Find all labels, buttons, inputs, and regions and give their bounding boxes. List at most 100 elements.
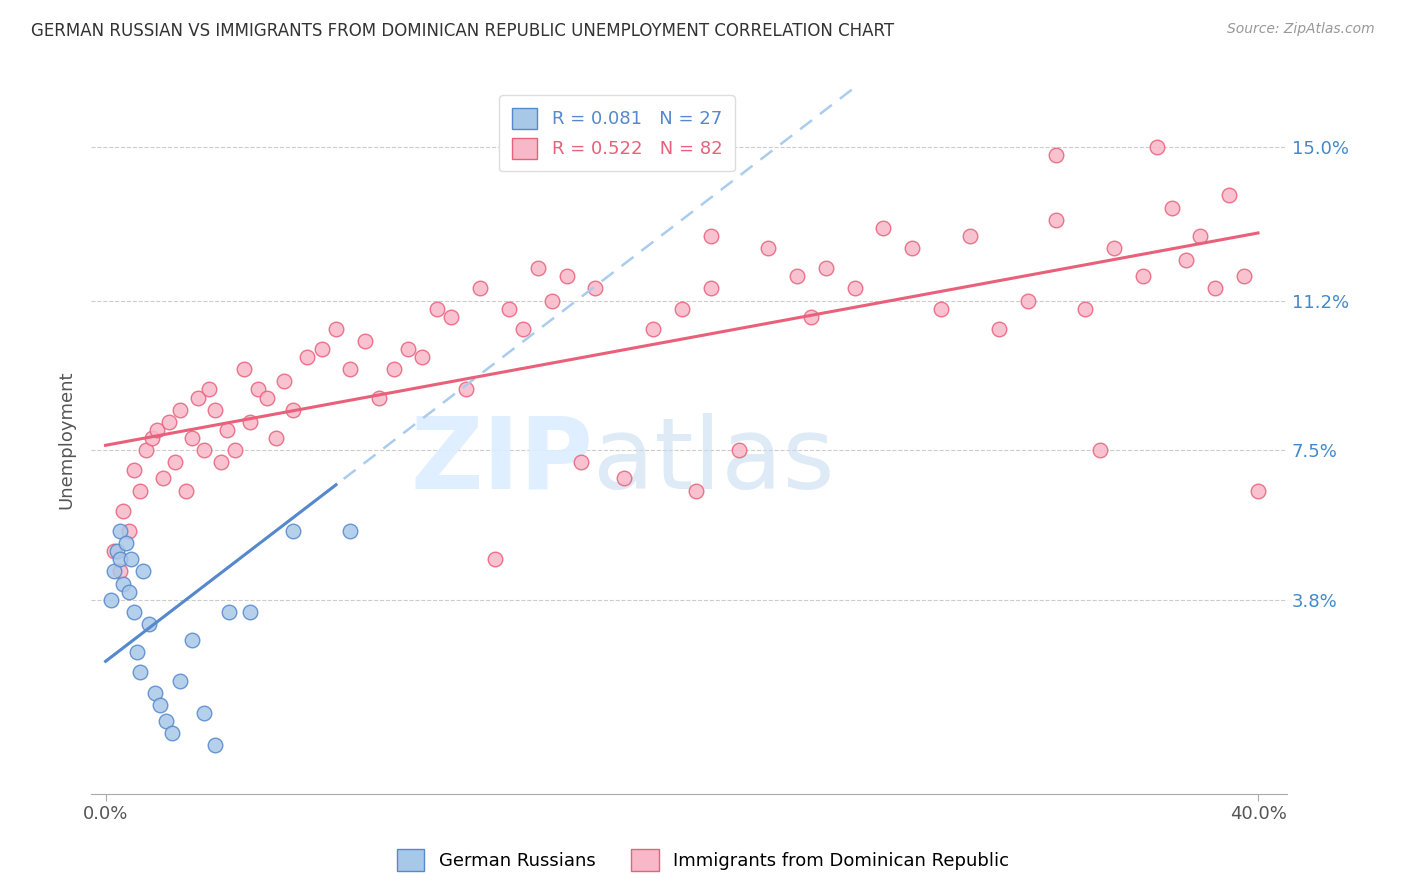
Point: [339, 524, 361, 538]
Point: [1175, 253, 1198, 268]
Point: [325, 322, 347, 336]
Point: [541, 293, 564, 308]
Point: [132, 565, 155, 579]
Point: [143, 685, 166, 699]
Point: [901, 241, 924, 255]
Point: [641, 322, 664, 336]
Point: [1074, 301, 1097, 316]
Point: [1088, 443, 1111, 458]
Point: [138, 616, 160, 631]
Point: [583, 281, 606, 295]
Point: [232, 362, 254, 376]
Point: [814, 261, 837, 276]
Point: [411, 350, 433, 364]
Point: [1218, 188, 1240, 202]
Point: [1189, 228, 1212, 243]
Text: GERMAN RUSSIAN VS IMMIGRANTS FROM DOMINICAN REPUBLIC UNEMPLOYMENT CORRELATION CH: GERMAN RUSSIAN VS IMMIGRANTS FROM DOMINI…: [31, 22, 894, 40]
Point: [354, 334, 377, 348]
Point: [124, 463, 146, 477]
Point: [498, 301, 520, 316]
Point: [152, 471, 174, 485]
Point: [1247, 483, 1270, 498]
Point: [198, 383, 221, 397]
Point: [1160, 201, 1182, 215]
Point: [105, 544, 128, 558]
Point: [756, 241, 779, 255]
Point: [127, 645, 149, 659]
Point: [1233, 269, 1256, 284]
Point: [181, 431, 204, 445]
Point: [1132, 269, 1154, 284]
Point: [103, 565, 125, 579]
Point: [193, 443, 215, 458]
Point: [569, 455, 592, 469]
Point: [1146, 140, 1168, 154]
Point: [218, 605, 240, 619]
Point: [1102, 241, 1125, 255]
Point: [169, 402, 191, 417]
Point: [699, 228, 721, 243]
Point: [440, 310, 463, 324]
Point: [959, 228, 981, 243]
Point: [160, 726, 183, 740]
Point: [1045, 212, 1067, 227]
Point: [512, 322, 534, 336]
Point: [163, 455, 186, 469]
Point: [124, 605, 146, 619]
Point: [247, 383, 270, 397]
Point: [273, 375, 295, 389]
Point: [699, 281, 721, 295]
Point: [339, 362, 361, 376]
Point: [541, 132, 564, 146]
Point: [844, 281, 866, 295]
Point: [111, 504, 134, 518]
Legend: R = 0.081   N = 27, R = 0.522   N = 82: R = 0.081 N = 27, R = 0.522 N = 82: [499, 95, 735, 171]
Y-axis label: Unemployment: Unemployment: [58, 371, 75, 509]
Point: [141, 431, 163, 445]
Point: [149, 698, 172, 712]
Point: [872, 220, 894, 235]
Point: [1017, 293, 1039, 308]
Point: [108, 565, 131, 579]
Point: [671, 301, 693, 316]
Point: [685, 483, 707, 498]
Point: [239, 605, 262, 619]
Point: [215, 423, 238, 437]
Point: [209, 455, 232, 469]
Point: [613, 471, 636, 485]
Point: [297, 350, 319, 364]
Legend: German Russians, Immigrants from Dominican Republic: German Russians, Immigrants from Dominic…: [389, 842, 1017, 879]
Point: [281, 402, 304, 417]
Point: [239, 415, 262, 429]
Point: [396, 342, 419, 356]
Point: [108, 552, 131, 566]
Point: [108, 524, 131, 538]
Point: [368, 391, 391, 405]
Point: [382, 362, 405, 376]
Point: [181, 633, 204, 648]
Point: [800, 310, 823, 324]
Point: [111, 576, 134, 591]
Text: ZIP: ZIP: [411, 413, 593, 509]
Point: [484, 552, 506, 566]
Point: [204, 738, 226, 752]
Point: [1045, 148, 1067, 162]
Point: [987, 322, 1010, 336]
Point: [264, 431, 287, 445]
Point: [311, 342, 333, 356]
Point: [129, 483, 152, 498]
Text: atlas: atlas: [593, 413, 835, 509]
Point: [103, 544, 125, 558]
Point: [187, 391, 209, 405]
Point: [146, 423, 169, 437]
Point: [786, 269, 808, 284]
Point: [157, 415, 180, 429]
Point: [728, 443, 751, 458]
Point: [526, 261, 548, 276]
Point: [121, 552, 143, 566]
Point: [454, 383, 477, 397]
Point: [135, 443, 157, 458]
Point: [117, 524, 139, 538]
Point: [426, 301, 449, 316]
Point: [224, 443, 246, 458]
